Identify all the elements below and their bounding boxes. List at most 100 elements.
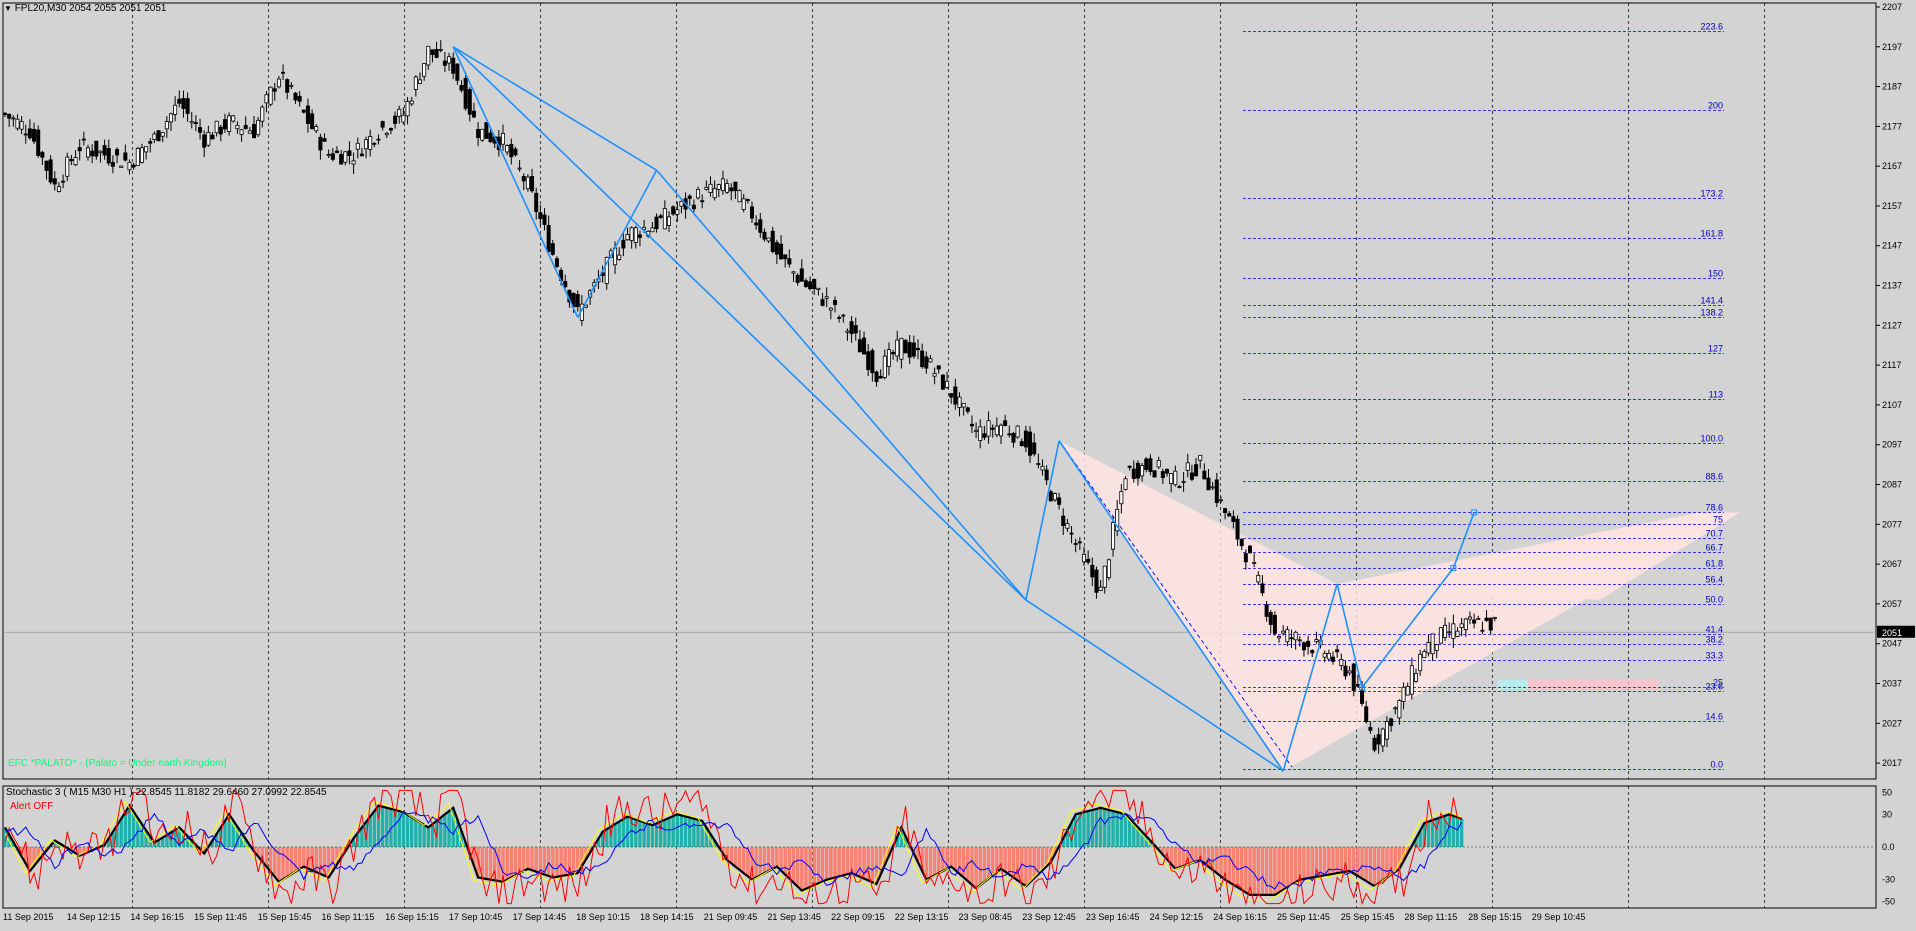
bear-candle — [1273, 615, 1276, 633]
bull-candle — [364, 140, 367, 149]
stoch-bar-neg — [1244, 847, 1247, 892]
fib-level-label: 88.6 — [1705, 472, 1723, 482]
main-pane — [3, 3, 1876, 908]
bear-candle — [970, 424, 973, 426]
bull-candle — [1211, 487, 1214, 488]
bear-candle — [1020, 442, 1023, 446]
stoch-bar-neg — [1381, 847, 1384, 880]
bear-candle — [1128, 466, 1131, 467]
bull-candle — [626, 234, 629, 239]
bull-candle — [1423, 651, 1426, 657]
time-label: 29 Sep 10:45 — [1532, 912, 1586, 922]
bull-candle — [240, 130, 243, 135]
bull-candle — [709, 184, 712, 192]
bear-candle — [862, 338, 865, 354]
bear-candle — [1489, 618, 1492, 630]
fib-level-label: 33.3 — [1705, 651, 1723, 661]
bull-candle — [1120, 491, 1123, 503]
fib-level-label: 70.7 — [1705, 529, 1723, 539]
bull-candle — [447, 57, 450, 63]
bear-candle — [991, 428, 994, 429]
bull-candle — [1282, 631, 1285, 633]
bull-candle — [526, 177, 529, 189]
bear-candle — [203, 135, 206, 147]
bear-candle — [435, 49, 438, 57]
bull-candle — [232, 116, 235, 121]
price-tick-label: 2157 — [1882, 201, 1902, 211]
bear-candle — [1240, 539, 1243, 545]
bear-candle — [892, 352, 895, 353]
stoch-bar-pos — [1095, 809, 1098, 847]
stoch-bar-pos — [443, 814, 446, 847]
bear-candle — [1269, 612, 1272, 624]
bull-candle — [20, 122, 23, 130]
bear-candle — [1194, 465, 1197, 476]
stoch-bar-pos — [1124, 814, 1127, 847]
bear-candle — [871, 351, 874, 373]
fib-level-label: 161.8 — [1700, 229, 1723, 239]
bull-candle — [1107, 560, 1110, 578]
bull-candle — [962, 403, 965, 407]
fib-level-label: 14.6 — [1705, 712, 1723, 722]
stoch-bar-neg — [1265, 847, 1268, 895]
time-label: 16 Sep 15:15 — [385, 912, 439, 922]
bear-candle — [1045, 470, 1048, 480]
stoch-bar-pos — [663, 820, 666, 847]
bull-candle — [1431, 634, 1434, 654]
bear-candle — [925, 357, 928, 368]
price-tick-label: 2167 — [1882, 161, 1902, 171]
bull-candle — [1419, 654, 1422, 670]
bull-candle — [1402, 687, 1405, 701]
stoch-bar-pos — [418, 822, 421, 847]
stoch-bar-neg — [547, 847, 550, 876]
symbol-header: ▼ FPL20,M30 2054 2055 2051 2051 — [4, 3, 167, 14]
stoch-bar-neg — [530, 847, 533, 870]
bear-candle — [340, 154, 343, 164]
bear-candle — [244, 125, 247, 128]
bull-candle — [153, 134, 156, 140]
bull-candle — [385, 133, 388, 134]
fib-level-label: 66.7 — [1705, 543, 1723, 553]
bear-candle — [638, 235, 641, 237]
stoch-bar-pos — [369, 817, 372, 848]
bear-candle — [701, 201, 704, 202]
stoch-bar-pos — [1427, 822, 1430, 847]
bear-candle — [456, 64, 459, 80]
main-pane-frame — [3, 3, 1876, 779]
stoch-bar-neg — [734, 847, 737, 867]
stoch-bar-pos — [605, 829, 608, 847]
bear-candle — [468, 90, 471, 115]
bull-candle — [1414, 673, 1417, 681]
bear-candle — [950, 394, 953, 398]
bear-candle — [1356, 684, 1359, 686]
bear-candle — [194, 123, 197, 124]
bull-candle — [174, 105, 177, 114]
bull-candle — [651, 228, 654, 232]
stoch-bar-pos — [676, 814, 679, 847]
stoch-bar-neg — [1194, 847, 1197, 862]
time-label: 15 Sep 11:45 — [194, 912, 247, 922]
fib-level-label: 75 — [1713, 515, 1723, 525]
stoch-bar-neg — [837, 847, 840, 876]
bear-candle — [1360, 690, 1363, 704]
stoch-bar-neg — [979, 847, 982, 885]
stoch-bar-pos — [1452, 816, 1455, 847]
menu-triangle-icon[interactable]: ▼ — [4, 4, 12, 13]
stoch-bar-neg — [796, 847, 799, 887]
bull-candle — [161, 133, 164, 137]
bear-candle — [539, 213, 542, 219]
bull-candle — [165, 122, 168, 129]
stoch-bar-neg — [319, 847, 322, 874]
bull-candle — [1323, 653, 1326, 657]
bull-candle — [257, 120, 260, 134]
stoch-bar-neg — [281, 847, 284, 879]
bull-candle — [1435, 645, 1438, 651]
bear-candle — [908, 343, 911, 358]
stochastic-caption: Stochastic 3 ( M15 M30 H1 ) 22.8545 11.8… — [6, 787, 327, 798]
bear-candle — [1485, 618, 1488, 621]
stoch-bar-neg — [572, 847, 575, 874]
bear-candle — [252, 124, 255, 137]
stoch-bar-pos — [1128, 819, 1131, 847]
